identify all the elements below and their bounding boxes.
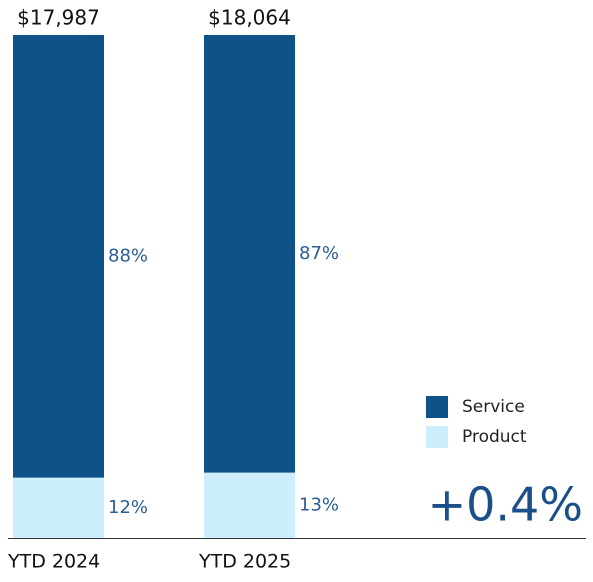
total-label: $17,987 (17, 6, 100, 30)
legend-label: Product (462, 427, 527, 447)
data-label: 87% (299, 243, 339, 264)
total-label: $18,064 (208, 6, 291, 30)
data-label: 12% (108, 497, 148, 518)
legend-swatch (426, 396, 448, 418)
legend-swatch (426, 426, 448, 448)
bar-segment (13, 35, 104, 478)
annotation: +0.4% (428, 478, 583, 532)
x-tick-label: YTD 2025 (198, 551, 291, 573)
bar-segment (13, 477, 104, 538)
data-label: 88% (108, 245, 148, 266)
x-tick-label: YTD 2024 (7, 551, 100, 573)
data-label: 13% (299, 494, 339, 515)
bar-segment (204, 35, 295, 473)
bar-segment (204, 472, 295, 538)
legend-label: Service (462, 397, 525, 417)
